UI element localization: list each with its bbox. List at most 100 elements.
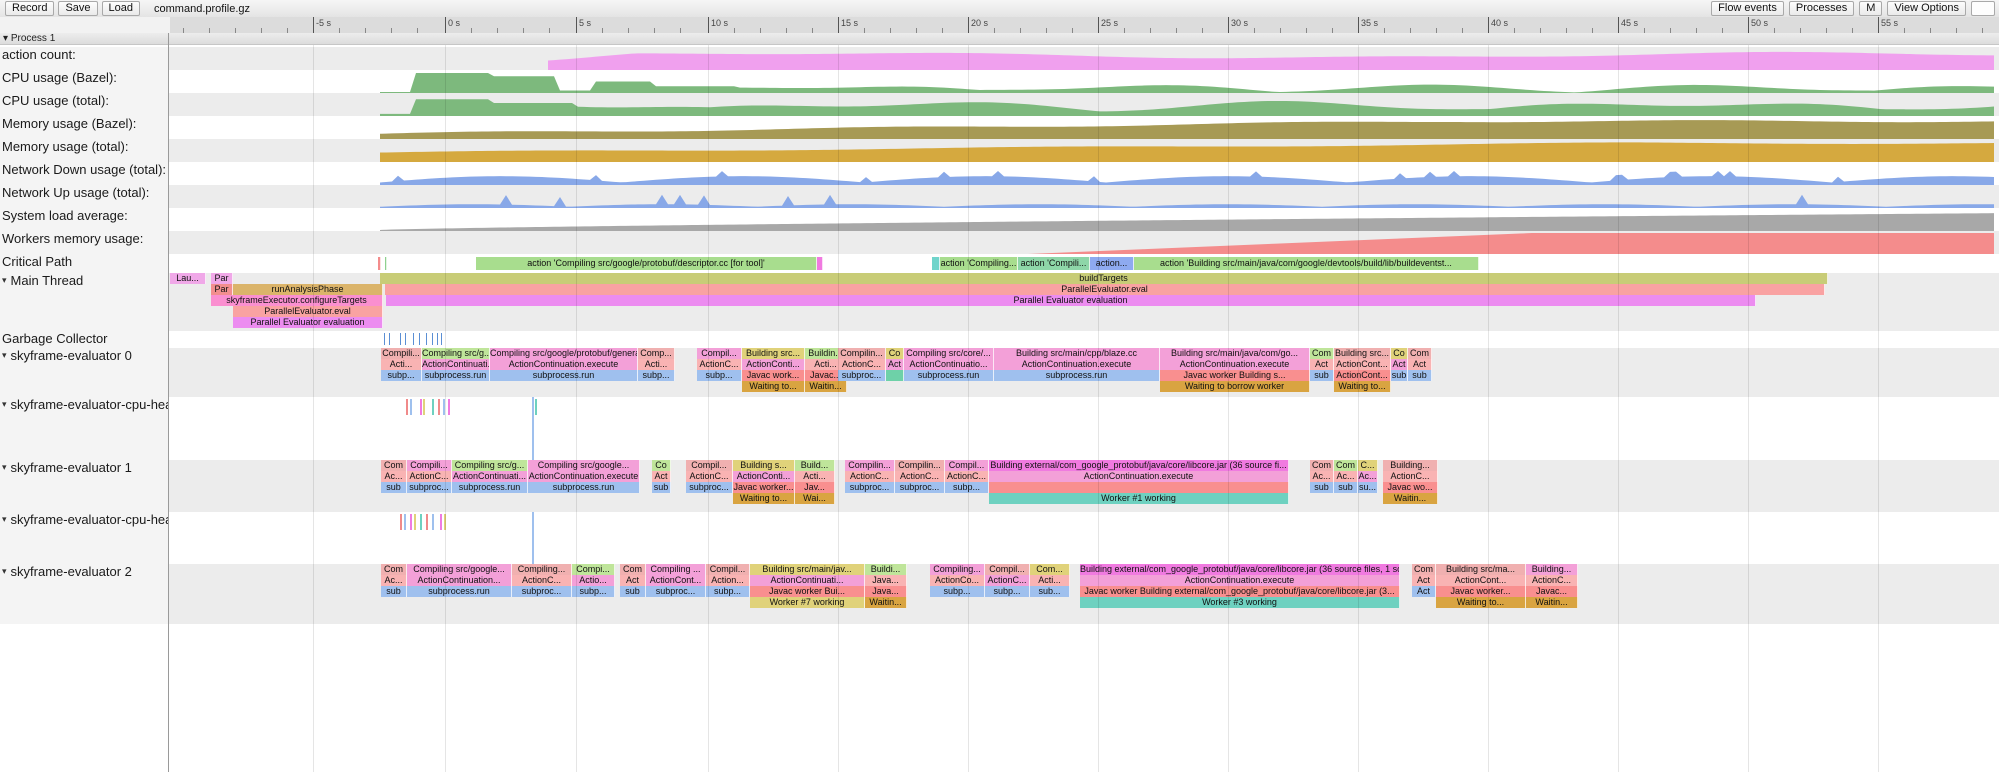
track-label-skyframe-evaluator-cpu-heavy-0[interactable]: ▾skyframe-evaluator-cpu-heavy-	[0, 397, 168, 460]
critical-path-slice[interactable]: action 'Compiling...	[940, 257, 1018, 270]
track-row-system-load-average[interactable]: System load average:	[0, 208, 1999, 231]
timeline-slice[interactable]: Compiling...	[930, 564, 985, 575]
cpu-heavy-tick[interactable]	[438, 399, 440, 415]
timeline-slice[interactable]: ActionC...	[1526, 575, 1578, 586]
timeline-slice[interactable]: Build...	[795, 460, 835, 471]
cpu-heavy-tick[interactable]	[410, 399, 412, 415]
timeline-slice[interactable]: Compil...	[697, 348, 742, 359]
timeline-slice[interactable]: Buildi...	[865, 564, 907, 575]
track-content-network-down-usage[interactable]	[170, 162, 1999, 185]
metrics-button[interactable]: M	[1859, 1, 1883, 16]
timeline-slice[interactable]: ActionContinuation.execute	[1160, 359, 1310, 370]
main-thread-slice[interactable]: ParallelEvaluator.eval	[385, 284, 1825, 295]
track-content-skyframe-evaluator-1[interactable]: Com Compili... Compiling src/g... Compiling…	[170, 460, 1999, 512]
timeline-slice[interactable]: sub	[620, 586, 646, 597]
cpu-heavy-tick[interactable]	[448, 399, 450, 415]
record-button[interactable]: Record	[5, 1, 55, 16]
timeline-slice[interactable]: ActionContinuati...	[452, 471, 528, 482]
timeline-slice[interactable]: Waitin...	[1383, 493, 1438, 504]
cpu-heavy-marker[interactable]	[532, 512, 534, 564]
timeline-slice[interactable]: ActionC...	[1383, 471, 1438, 482]
timeline-slice[interactable]: sub	[1391, 370, 1408, 381]
timeline-slice[interactable]: subprocess.run	[490, 370, 638, 381]
track-row-garbage-collector[interactable]: Garbage Collector	[0, 331, 1999, 348]
timeline-slice[interactable]: sub	[381, 482, 407, 493]
track-row-cpu-usage-total[interactable]: CPU usage (total):	[0, 93, 1999, 116]
timeline-slice[interactable]: Compiling src/google...	[528, 460, 640, 471]
timeline-slice[interactable]: ActionCont...	[1334, 370, 1391, 381]
gc-tick[interactable]	[413, 333, 414, 345]
timeline-slice[interactable]: Com...	[1030, 564, 1070, 575]
chevron-down-icon[interactable]: ▾	[2, 399, 7, 409]
timeline-slice[interactable]: Com	[1408, 348, 1432, 359]
timeline-slice[interactable]: Waiting to...	[733, 493, 795, 504]
critical-path-slice[interactable]	[932, 257, 940, 270]
timeline-slice[interactable]: Building s...	[733, 460, 795, 471]
timeline-slice[interactable]: subp...	[381, 370, 422, 381]
chevron-down-icon[interactable]: ▾	[2, 350, 7, 360]
track-row-workers-memory-usage[interactable]: Workers memory usage:	[0, 231, 1999, 254]
timeline-slice[interactable]: Compiling ...	[646, 564, 706, 575]
track-content-workers-memory-usage[interactable]	[170, 231, 1999, 254]
timeline-slice[interactable]: subproc...	[512, 586, 572, 597]
timeline-slice[interactable]: subprocess.run	[422, 370, 490, 381]
critical-path-slice[interactable]: action 'Compiling src/google/protobuf/de…	[476, 257, 817, 270]
timeline-slice[interactable]: Waiting to...	[742, 381, 805, 392]
timeline-slice[interactable]: ActionC...	[407, 471, 452, 482]
gc-tick[interactable]	[441, 333, 442, 345]
track-row-cpu-usage-bazel[interactable]: CPU usage (Bazel):	[0, 70, 1999, 93]
track-content-memory-usage-bazel[interactable]	[170, 116, 1999, 139]
timeline-slice[interactable]: Compiling src/g...	[452, 460, 528, 471]
track-label-skyframe-evaluator-1[interactable]: ▾ skyframe-evaluator 1	[0, 460, 168, 512]
timeline-slice[interactable]: Compil...	[706, 564, 750, 575]
cpu-heavy-tick[interactable]	[423, 399, 425, 415]
timeline-slice[interactable]: Com	[381, 460, 407, 471]
timeline-slice[interactable]: ActionContinuatio...	[904, 359, 994, 370]
timeline-slice[interactable]: Ac...	[1310, 471, 1334, 482]
timeline-slice[interactable]: Javac worker...	[1436, 586, 1526, 597]
process-collapse-icon[interactable]: ▾	[3, 33, 9, 44]
track-label-skyframe-evaluator-0[interactable]: ▾ skyframe-evaluator 0	[0, 348, 168, 397]
timeline-slice[interactable]: ActionContinuati...	[750, 575, 865, 586]
cpu-heavy-marker[interactable]	[532, 397, 534, 460]
timeline-slice[interactable]: Compil...	[686, 460, 733, 471]
track-content-skyframe-evaluator-2[interactable]: Com Compiling src/google... Compiling... Co…	[170, 564, 1999, 624]
timeline-slice[interactable]: Waiting to...	[1436, 597, 1526, 608]
timeline-slice[interactable]: Com	[1310, 460, 1334, 471]
timeline-slice[interactable]: subp...	[638, 370, 675, 381]
gc-tick[interactable]	[426, 333, 427, 345]
timeline-slice[interactable]: subproc...	[838, 370, 886, 381]
timeline-slice[interactable]: Building src/ma...	[1436, 564, 1526, 575]
cpu-heavy-tick[interactable]	[420, 514, 422, 530]
track-content-system-load-average[interactable]	[170, 208, 1999, 231]
track-row-skyframe-evaluator-cpu-heavy-1[interactable]: ▾skyframe-evaluator-cpu-heavy-	[0, 512, 1999, 564]
main-thread-slice[interactable]: buildTargets	[380, 273, 1828, 284]
timeline-slice[interactable]: ActionC...	[512, 575, 572, 586]
timeline-slice[interactable]: subprocess.run	[904, 370, 994, 381]
timeline-slice[interactable]: subp...	[706, 586, 750, 597]
timeline-slice[interactable]: Com	[1334, 460, 1358, 471]
cpu-heavy-tick[interactable]	[440, 514, 442, 530]
timeline-slice[interactable]: Waitin...	[865, 597, 907, 608]
timeline-slice[interactable]: Com	[381, 564, 407, 575]
timeline-slice[interactable]: Waiting to borrow worker	[1160, 381, 1310, 392]
view-options-button[interactable]: View Options	[1887, 1, 1966, 16]
timeline-slice[interactable]: subp...	[985, 586, 1030, 597]
timeline-slice[interactable]: Act	[1391, 359, 1408, 370]
track-row-skyframe-evaluator-2[interactable]: ▾ skyframe-evaluator 2 Com Compiling src/go…	[0, 564, 1999, 624]
timeline-slice[interactable]: ActionC...	[945, 471, 989, 482]
cpu-heavy-tick[interactable]	[432, 399, 434, 415]
timeline-slice[interactable]: sub	[652, 482, 671, 493]
track-label-action-count[interactable]: action count:	[0, 47, 168, 70]
track-content-skyframe-evaluator-cpu-heavy-1[interactable]	[170, 512, 1999, 564]
timeline-slice[interactable]: Worker #1 working	[989, 493, 1289, 504]
timeline-slice[interactable]: subproc...	[686, 482, 733, 493]
timeline-slice[interactable]: Javac worker Bui...	[750, 586, 865, 597]
track-content-skyframe-evaluator-cpu-heavy-0[interactable]	[170, 397, 1999, 460]
gc-tick[interactable]	[437, 333, 438, 345]
track-row-network-up-usage[interactable]: Network Up usage (total):	[0, 185, 1999, 208]
timeline-slice[interactable]: subp...	[945, 482, 989, 493]
timeline-slice[interactable]: subprocess.run	[407, 586, 512, 597]
gc-tick[interactable]	[400, 333, 401, 345]
timeline-slice[interactable]: Java...	[865, 575, 907, 586]
